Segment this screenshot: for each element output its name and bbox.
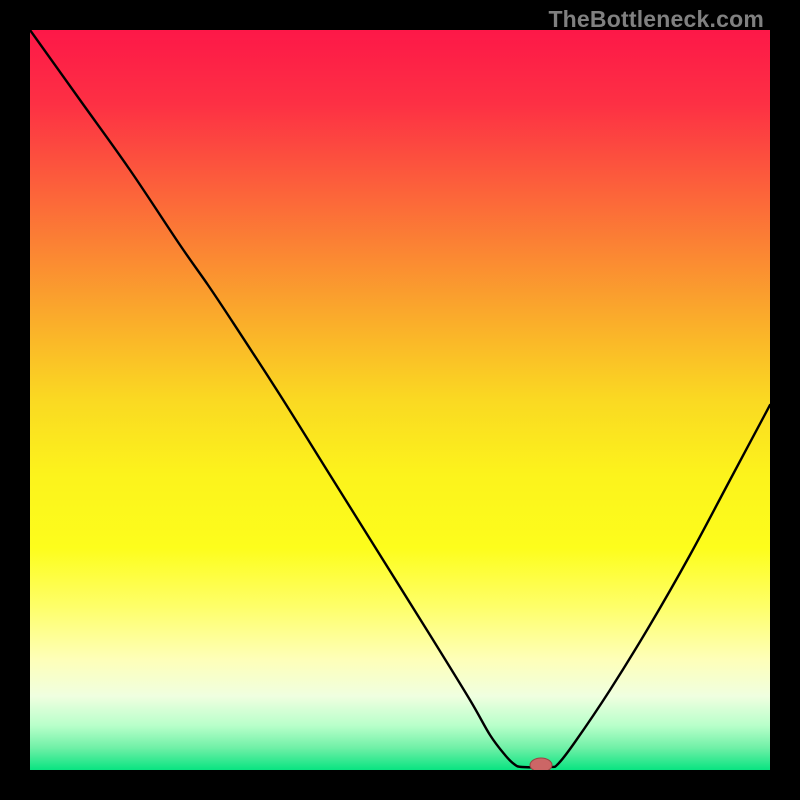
watermark-text: TheBottleneck.com bbox=[548, 6, 764, 33]
plot-area bbox=[30, 30, 770, 770]
optimal-marker bbox=[530, 758, 552, 770]
chart-svg bbox=[30, 30, 770, 770]
chart-container: TheBottleneck.com bbox=[0, 0, 800, 800]
chart-background bbox=[30, 30, 770, 770]
